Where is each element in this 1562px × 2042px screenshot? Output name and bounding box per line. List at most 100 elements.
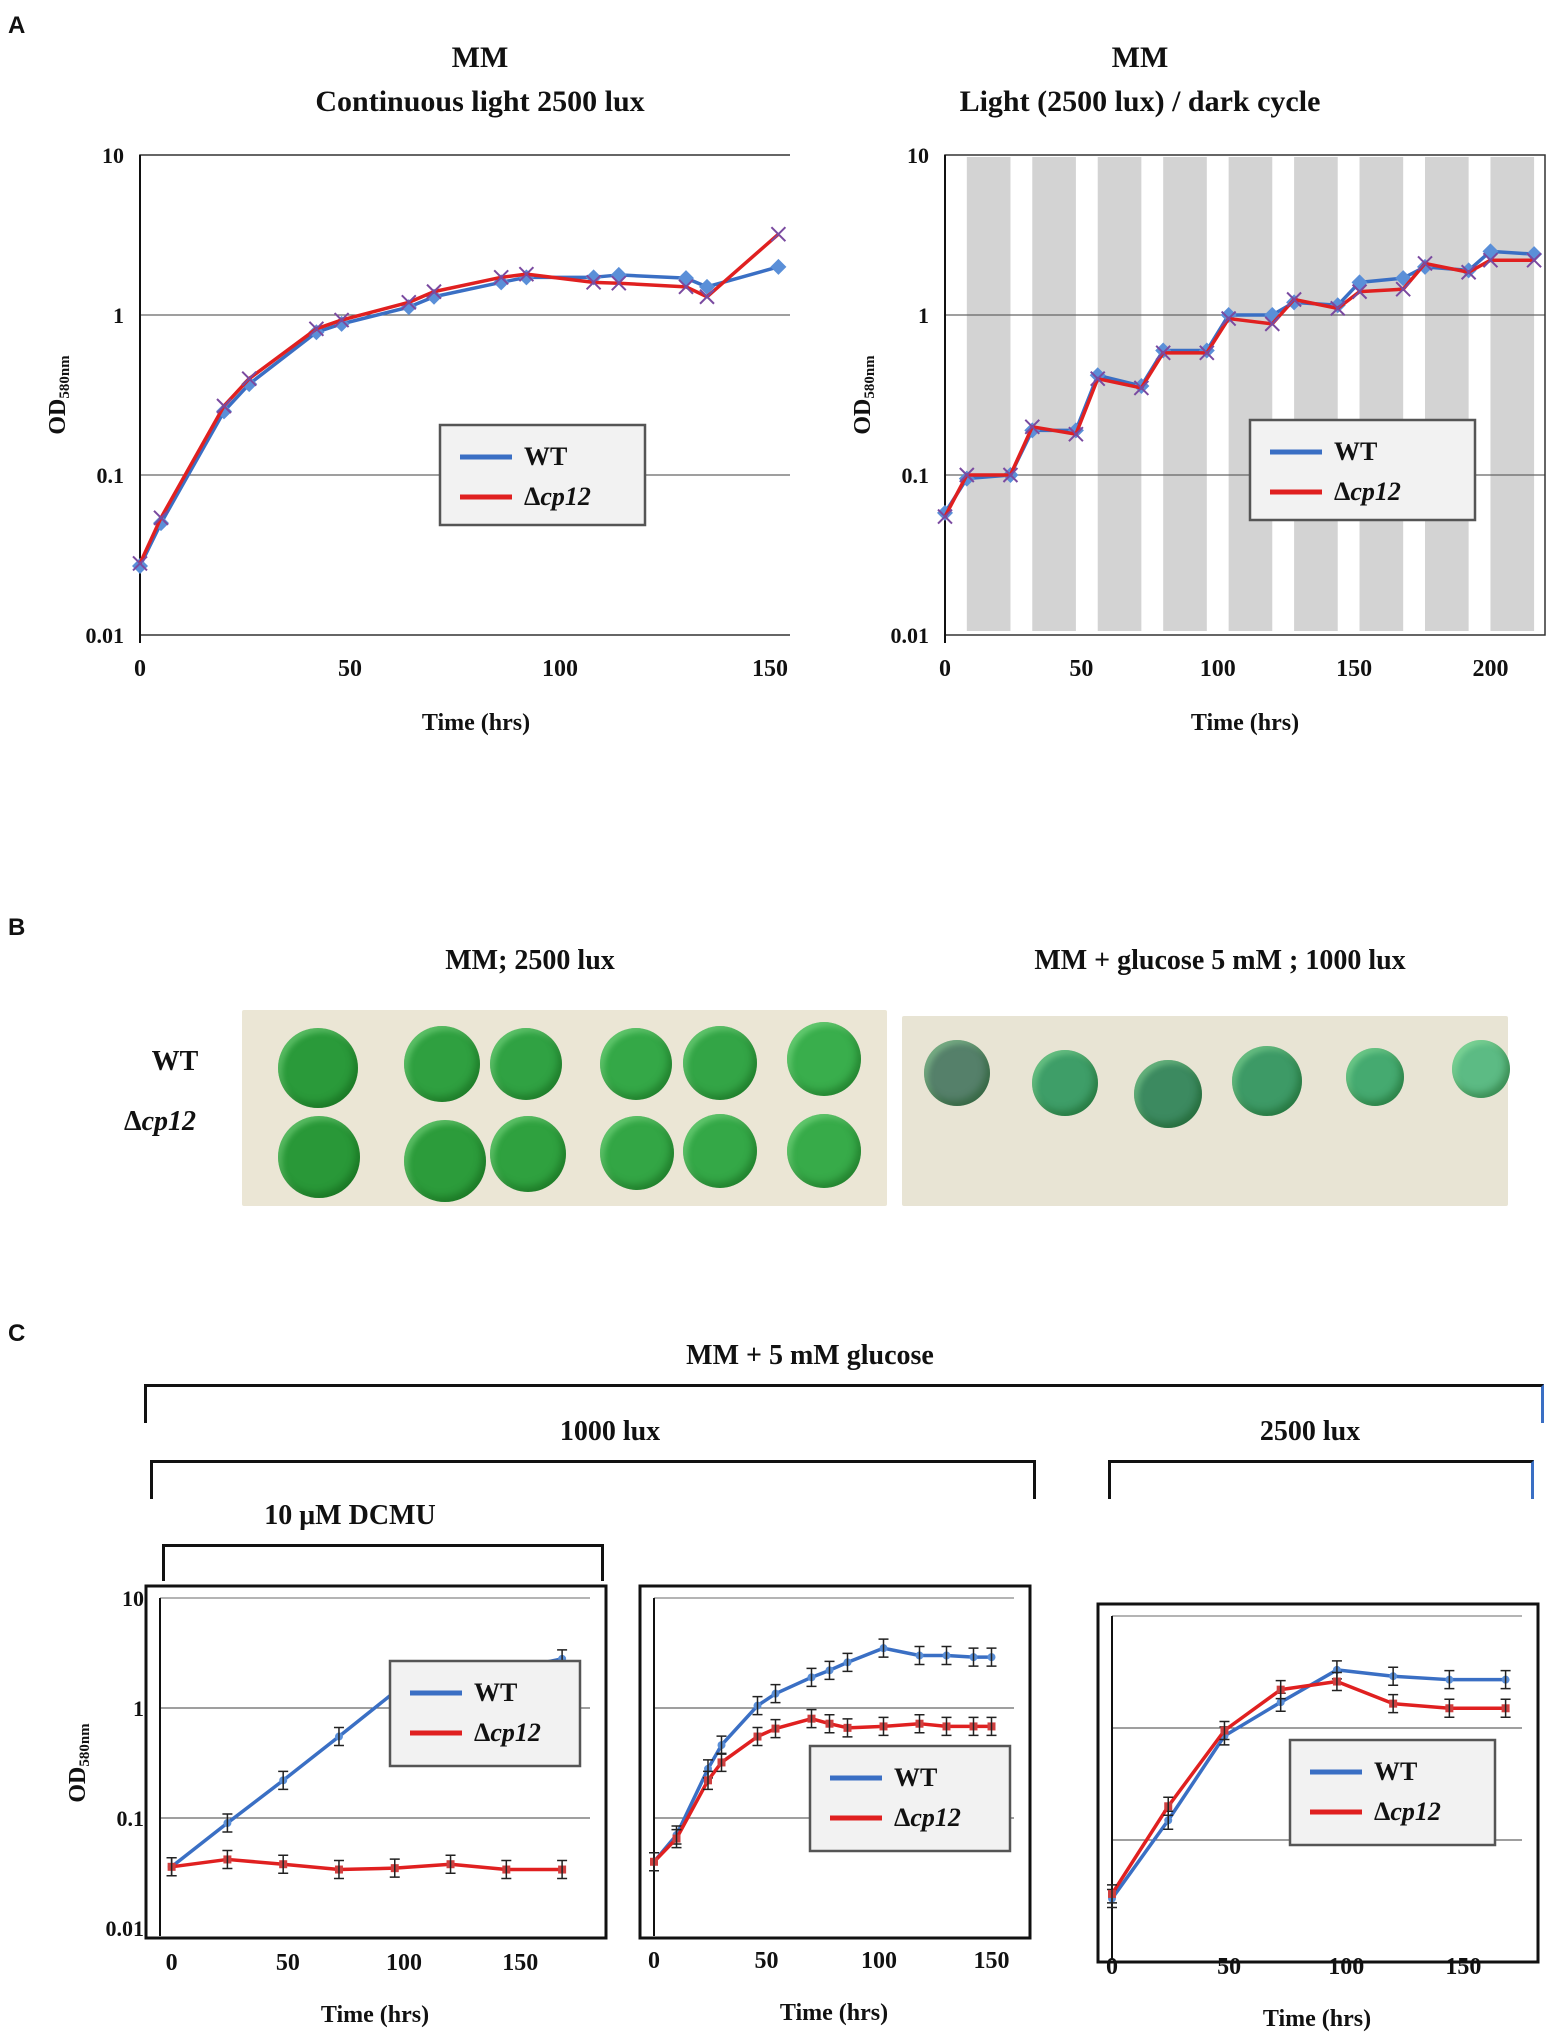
series-line-cp12 (171, 1857, 563, 1872)
data-point-cp12 (132, 555, 148, 572)
error-bar (842, 1718, 853, 1738)
error-bar (1388, 1693, 1399, 1714)
data-point-cp12 (678, 279, 694, 295)
y-axis-label: OD580nm (65, 1723, 93, 1803)
dark-period-band (1228, 157, 1273, 631)
legend-wt-label: WT (1334, 437, 1377, 466)
legend-box (438, 423, 647, 527)
error-bar (770, 1683, 781, 1704)
error-bar (824, 1713, 835, 1734)
plate-left-title: MM; 2500 lux (445, 945, 615, 976)
data-point-cp12 (1264, 316, 1280, 332)
y-tick-label: 10 (122, 1586, 144, 1611)
x-tick-label: 100 (386, 1950, 422, 1976)
data-point-wt (426, 288, 442, 305)
y-axis-label: OD580nm (850, 355, 878, 435)
error-bar (278, 1854, 289, 1874)
error-bar (389, 1858, 400, 1878)
error-bar (557, 1859, 568, 1880)
error-bar (703, 1770, 713, 1791)
chart-a1-title-line2: Continuous light 2500 lux (315, 85, 645, 118)
error-bar (806, 1708, 817, 1729)
x-tick-label: 50 (1069, 656, 1093, 682)
data-point-cp12 (611, 275, 627, 291)
data-point-cp12 (1090, 370, 1106, 387)
legend-wt-label: WT (1374, 1757, 1417, 1786)
data-point-cp12 (308, 321, 325, 337)
x-tick-label: 50 (1217, 1954, 1241, 1980)
colony (683, 1114, 757, 1188)
plate-row-mutant-gene: cp12 (141, 1106, 196, 1137)
y-tick-label: 1 (113, 303, 124, 328)
error-bar (878, 1638, 889, 1658)
colony (924, 1040, 990, 1106)
y-tick-label: 0.01 (891, 623, 930, 648)
x-axis-label: Time (hrs) (1191, 710, 1299, 736)
data-point-cp12 (1002, 467, 1019, 483)
error-bar (1163, 1796, 1174, 1817)
data-point-cp12 (959, 467, 975, 483)
error-bar (968, 1716, 979, 1737)
data-point-cp12 (1024, 419, 1040, 435)
panel-label-a: A (8, 12, 26, 39)
colony (1032, 1050, 1098, 1116)
data-point-wt (699, 278, 715, 295)
bracket-top (144, 1384, 1544, 1423)
bracket-2500lux (1108, 1460, 1534, 1499)
panel-label-c: C (8, 1320, 26, 1347)
data-point-wt (518, 269, 535, 286)
y-tick-label: 10 (907, 143, 929, 168)
y-tick-label: 1 (918, 303, 929, 328)
error-bar (914, 1645, 925, 1666)
error-bar (671, 1828, 682, 1849)
data-point-cp12 (1460, 264, 1477, 280)
error-bar (445, 1854, 456, 1874)
x-tick-label: 50 (276, 1950, 300, 1976)
error-bar (1500, 1669, 1511, 1690)
data-point-cp12 (333, 312, 350, 328)
legend-box (1248, 418, 1477, 522)
data-point-cp12 (585, 274, 602, 291)
error-bar (878, 1716, 889, 1737)
error-bar (752, 1695, 763, 1716)
error-bar (968, 1647, 979, 1667)
series-line-cp12 (1110, 1679, 1506, 1895)
x-tick-label: 150 (1445, 1954, 1481, 1980)
plot-frame (638, 1584, 1032, 1940)
y-tick-label: 10 (102, 143, 124, 168)
error-bar (501, 1859, 512, 1880)
plate-row-mutant-prefix: Δ (124, 1106, 142, 1137)
plot-frame (144, 1584, 608, 1940)
data-point-cp12 (1526, 252, 1542, 268)
x-tick-label: 150 (1336, 656, 1372, 682)
x-tick-label: 100 (1328, 1954, 1364, 1980)
error-bar (941, 1716, 952, 1737)
data-point-wt (241, 376, 258, 393)
colony (787, 1114, 861, 1188)
data-point-cp12 (401, 294, 417, 311)
colony (404, 1026, 480, 1102)
colony (1346, 1048, 1404, 1106)
error-bar (222, 1813, 233, 1833)
data-point-cp12 (1482, 252, 1499, 268)
data-point-cp12 (1351, 283, 1368, 300)
colony (600, 1116, 674, 1190)
x-tick-label: 100 (861, 1948, 897, 1974)
x-tick-label: 150 (752, 656, 788, 682)
legend-box (1288, 1738, 1497, 1847)
legend-wt-label: WT (474, 1678, 517, 1707)
data-point-wt (1526, 246, 1543, 263)
error-bar (222, 1849, 233, 1870)
y-tick-label: 0.1 (902, 463, 930, 488)
data-point-cp12 (1330, 300, 1346, 317)
data-point-cp12 (770, 226, 787, 242)
bracket-1000lux (150, 1460, 1036, 1499)
data-point-wt (1395, 270, 1412, 287)
x-tick-label: 0 (648, 1948, 660, 1974)
plate-right-title: MM + glucose 5 mM ; 1000 lux (1034, 945, 1406, 976)
plate-row-wt: WT (151, 1046, 199, 1077)
y-tick-label: 0.01 (86, 623, 125, 648)
error-bar (752, 1726, 763, 1747)
